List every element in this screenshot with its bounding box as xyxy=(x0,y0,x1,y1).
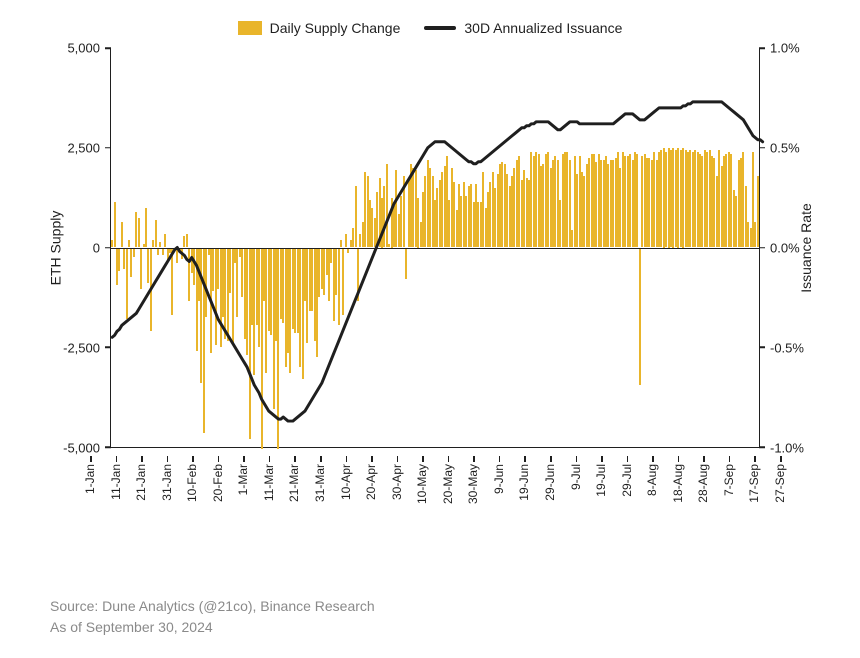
x-tick xyxy=(550,456,552,462)
x-tick xyxy=(371,456,373,462)
x-tick xyxy=(499,456,501,462)
x-tick xyxy=(754,456,756,462)
x-tick xyxy=(473,456,475,462)
x-tick xyxy=(729,456,731,462)
x-tick-label: 30-Apr xyxy=(390,464,404,500)
x-tick-label: 30-May xyxy=(466,464,480,504)
x-tick-label: 7-Sep xyxy=(722,464,736,496)
x-tick xyxy=(269,456,271,462)
x-tick xyxy=(601,456,603,462)
footer-date: As of September 30, 2024 xyxy=(50,617,840,638)
chart: ETH Supply Issuance Rate 5,0002,5000-2,5… xyxy=(40,48,820,448)
x-axis: 1-Jan11-Jan21-Jan31-Jan10-Feb20-Feb1-Mar… xyxy=(90,456,780,526)
x-tick xyxy=(448,456,450,462)
y-axis-left: 5,0002,5000-2,500-5,000 xyxy=(40,48,100,448)
x-tick xyxy=(320,456,322,462)
x-tick xyxy=(294,456,296,462)
x-tick xyxy=(192,456,194,462)
legend-label-bars: Daily Supply Change xyxy=(270,20,401,36)
x-tick xyxy=(167,456,169,462)
x-tick-label: 11-Jan xyxy=(109,464,123,500)
x-tick-label: 10-Feb xyxy=(185,464,199,502)
x-tick xyxy=(678,456,680,462)
x-tick xyxy=(141,456,143,462)
x-tick xyxy=(703,456,705,462)
x-tick-label: 18-Aug xyxy=(671,464,685,503)
legend-swatch-line xyxy=(424,26,456,30)
y-axis-right: 1.0%0.5%0.0%-0.5%-1.0% xyxy=(770,48,820,448)
x-tick xyxy=(524,456,526,462)
x-tick-label: 28-Aug xyxy=(696,464,710,503)
y-left-tick-label: -5,000 xyxy=(63,441,100,456)
x-tick-label: 19-Jul xyxy=(594,464,608,497)
x-tick-label: 1-Mar xyxy=(236,464,250,495)
x-tick-label: 27-Sep xyxy=(773,464,787,503)
x-tick xyxy=(397,456,399,462)
x-tick-label: 1-Jan xyxy=(83,464,97,494)
x-tick xyxy=(243,456,245,462)
y-right-tick-label: 0.0% xyxy=(770,241,800,256)
y-left-tick-label: 2,500 xyxy=(67,141,100,156)
x-tick xyxy=(780,456,782,462)
x-tick-label: 20-Feb xyxy=(211,464,225,502)
x-tick-label: 9-Jul xyxy=(569,464,583,490)
legend-label-line: 30D Annualized Issuance xyxy=(464,20,622,36)
x-tick xyxy=(422,456,424,462)
x-tick-label: 21-Jan xyxy=(134,464,148,501)
footer-source: Source: Dune Analytics (@21co), Binance … xyxy=(50,596,840,617)
x-tick-label: 10-Apr xyxy=(339,464,353,500)
y-right-tick-label: 1.0% xyxy=(770,41,800,56)
x-tick-label: 21-Mar xyxy=(287,464,301,502)
legend-item-line: 30D Annualized Issuance xyxy=(424,20,622,36)
x-tick-label: 19-Jun xyxy=(517,464,531,501)
x-tick-label: 9-Jun xyxy=(492,464,506,494)
x-tick-label: 17-Sep xyxy=(747,464,761,503)
y-left-tick-label: -2,500 xyxy=(63,341,100,356)
issuance-line xyxy=(112,102,762,421)
y-left-tick-label: 5,000 xyxy=(67,41,100,56)
x-tick xyxy=(576,456,578,462)
y-right-tick-label: -0.5% xyxy=(770,341,804,356)
y-left-tick-label: 0 xyxy=(93,241,100,256)
legend-item-bars: Daily Supply Change xyxy=(238,20,401,36)
y-right-tick-label: 0.5% xyxy=(770,141,800,156)
x-tick-label: 29-Jul xyxy=(620,464,634,497)
x-tick xyxy=(116,456,118,462)
x-tick-label: 10-May xyxy=(415,464,429,504)
footer: Source: Dune Analytics (@21co), Binance … xyxy=(50,596,840,638)
x-tick-label: 31-Mar xyxy=(313,464,327,502)
x-tick-label: 31-Jan xyxy=(160,464,174,501)
x-tick xyxy=(90,456,92,462)
x-tick xyxy=(627,456,629,462)
x-tick xyxy=(346,456,348,462)
legend-swatch-bar xyxy=(238,21,262,35)
x-tick-label: 20-Apr xyxy=(364,464,378,500)
legend: Daily Supply Change 30D Annualized Issua… xyxy=(20,20,840,36)
x-tick xyxy=(218,456,220,462)
y-right-tick-label: -1.0% xyxy=(770,441,804,456)
x-tick-label: 8-Aug xyxy=(645,464,659,496)
x-tick-label: 29-Jun xyxy=(543,464,557,501)
x-tick-label: 11-Mar xyxy=(262,464,276,501)
zero-line xyxy=(111,248,759,250)
x-tick xyxy=(652,456,654,462)
x-tick-label: 20-May xyxy=(441,464,455,504)
plot-area xyxy=(110,48,760,448)
